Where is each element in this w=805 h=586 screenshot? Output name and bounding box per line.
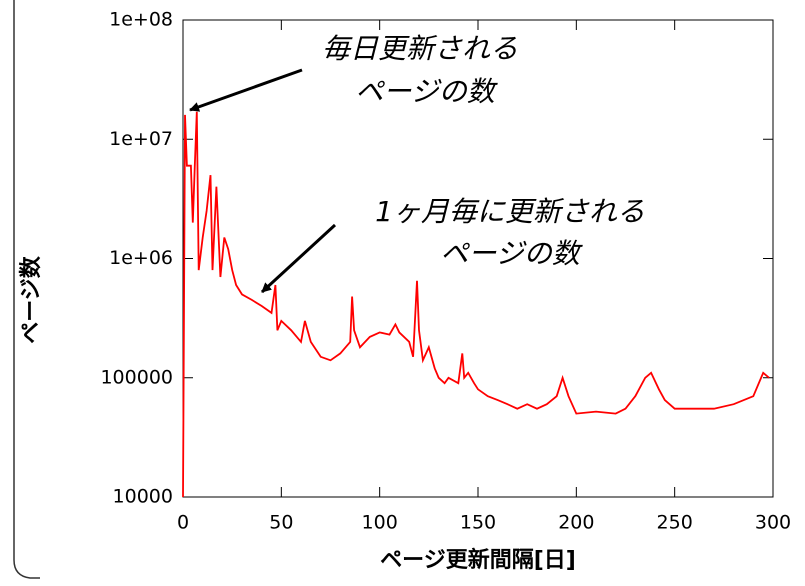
y-tick-label: 1e+08 <box>109 9 173 31</box>
arrow <box>189 68 303 112</box>
x-tick-label: 50 <box>269 512 293 534</box>
x-tick-label: 200 <box>558 512 594 534</box>
annotation: ページの数 <box>355 75 498 108</box>
arrow <box>260 223 337 294</box>
y-tick-label: 1e+07 <box>109 128 173 150</box>
y-tick-label: 1e+06 <box>109 247 173 269</box>
x-tick-label: 250 <box>657 512 693 534</box>
y-axis-label: ページ数 <box>18 255 44 344</box>
y-tick-label: 100000 <box>100 366 173 388</box>
annotation: 1ヶ月毎に更新される <box>375 195 645 228</box>
frame-bracket <box>13 0 40 579</box>
y-tick-label: 10000 <box>113 486 173 508</box>
data-line <box>182 111 770 498</box>
x-tick-label: 150 <box>460 512 496 534</box>
x-tick-label: 0 <box>177 512 189 534</box>
x-axis-label: ページ更新間隔[日] <box>380 547 576 573</box>
x-tick-label: 300 <box>755 512 791 534</box>
annotation: ページの数 <box>440 237 583 270</box>
x-tick-label: 100 <box>362 512 398 534</box>
annotation: 毎日更新される <box>322 32 518 65</box>
